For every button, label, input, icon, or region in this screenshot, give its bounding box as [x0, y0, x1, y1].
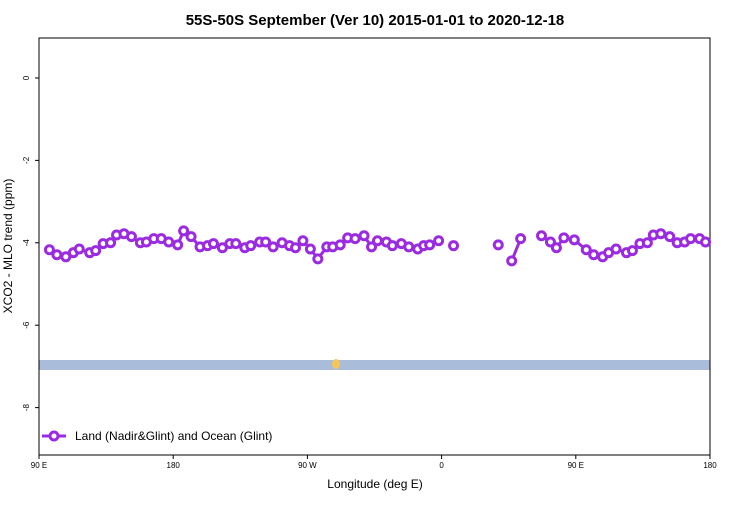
data-point [433, 235, 445, 247]
legend-marker [48, 430, 60, 442]
land-patch [332, 359, 340, 369]
data-point [125, 231, 137, 243]
data-point [297, 235, 309, 247]
y-tick-label: -4 [22, 239, 31, 247]
data-point [641, 237, 653, 249]
data-point [90, 245, 102, 257]
data-point [312, 253, 324, 265]
data-point [700, 236, 712, 248]
data-point [304, 243, 316, 255]
legend: Land (Nadir&Glint) and Ocean (Glint) [42, 429, 272, 443]
data-point [163, 236, 175, 248]
data-point [515, 233, 527, 245]
legend-label: Land (Nadir&Glint) and Ocean (Glint) [75, 429, 272, 443]
plot-frame [38, 37, 711, 456]
data-point [358, 230, 370, 242]
chart-title: 55S-50S September (Ver 10) 2015-01-01 to… [186, 12, 565, 29]
data-point [334, 239, 346, 251]
data-point [185, 231, 197, 243]
data-point [260, 236, 272, 248]
y-tick-label: -6 [22, 321, 31, 329]
y-tick-label: -2 [22, 156, 31, 164]
land-band [39, 360, 710, 370]
data-point [580, 244, 592, 256]
y-tick-label: -8 [22, 404, 31, 412]
data-point [492, 239, 504, 251]
data-point [424, 239, 436, 251]
data-point [558, 232, 570, 244]
data-point [349, 233, 361, 245]
x-tick-label: 90 W [298, 461, 317, 470]
data-point [51, 249, 63, 261]
data-point [626, 245, 638, 257]
data-point [366, 241, 378, 253]
y-tick-label: 0 [22, 75, 31, 80]
data-point [73, 243, 85, 255]
data-point [588, 249, 600, 261]
data-point [448, 240, 460, 252]
data-point [267, 241, 279, 253]
data-point [550, 242, 562, 254]
data-point [685, 233, 697, 245]
data-point [568, 234, 580, 246]
x-tick-label: 180 [167, 461, 181, 470]
data-point [664, 231, 676, 243]
x-tick-label: 0 [439, 461, 444, 470]
data-point [207, 238, 219, 250]
x-axis-label: Longitude (deg E) [327, 477, 422, 491]
x-tick-label: 90 E [568, 461, 584, 470]
data-point [230, 238, 242, 250]
data-point [371, 235, 383, 247]
data-point [105, 237, 117, 249]
data-point [386, 240, 398, 252]
data-point [172, 239, 184, 251]
data-point [506, 255, 518, 267]
data-point [43, 244, 55, 256]
data-point [289, 242, 301, 254]
data-point [403, 241, 415, 253]
data-point [245, 240, 257, 252]
data-point [655, 228, 667, 240]
data-point [536, 230, 548, 242]
data-point [610, 243, 622, 255]
y-axis-label: XCO2 - MLO trend (ppm) [1, 179, 15, 314]
x-tick-label: 90 E [31, 461, 47, 470]
x-tick-label: 180 [703, 461, 717, 470]
data-point [178, 225, 190, 237]
